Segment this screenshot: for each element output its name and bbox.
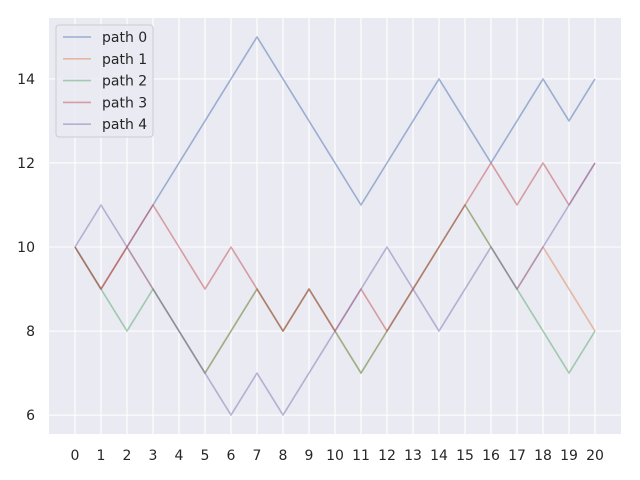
legend-label: path 2 [102,74,147,90]
x-tick-label: 6 [227,448,236,464]
x-tick-label: 16 [482,448,500,464]
x-tick-label: 11 [352,448,370,464]
legend-label: path 0 [102,30,147,46]
x-tick-label: 4 [175,448,184,464]
legend: path 0 path 1 path 2 path 3 path 4 [55,24,154,138]
x-tick-label: 20 [586,448,604,464]
x-tick-label: 2 [123,448,132,464]
x-tick-label: 3 [149,448,158,464]
x-tick-label: 12 [378,448,396,464]
x-tick-label: 14 [430,448,448,464]
y-tick-label: 8 [26,324,35,340]
series-layer [74,36,596,416]
y-tick-label: 10 [17,240,35,256]
series-line-path-4 [74,162,596,416]
legend-box [55,24,154,138]
y-axis-ticks: 6 8 10 12 14 [17,72,35,424]
x-tick-label: 18 [534,448,552,464]
x-tick-label: 0 [71,448,80,464]
x-tick-label: 17 [508,448,526,464]
y-tick-label: 14 [17,72,35,88]
x-tick-label: 19 [560,448,578,464]
y-tick-label: 12 [17,156,35,172]
x-tick-label: 13 [404,448,422,464]
x-tick-label: 5 [201,448,210,464]
x-tick-label: 9 [305,448,314,464]
legend-label: path 1 [102,52,147,68]
x-tick-label: 1 [97,448,106,464]
x-tick-label: 7 [253,448,262,464]
x-tick-label: 15 [456,448,474,464]
y-tick-label: 6 [26,408,35,424]
x-tick-label: 10 [326,448,344,464]
legend-label: path 4 [102,117,147,133]
x-axis-ticks: 0 1 2 3 4 5 6 7 8 9 10 11 12 13 14 15 16 17 18 19 20 [71,448,604,464]
x-tick-label: 8 [279,448,288,464]
series-line-path-0 [74,36,596,290]
legend-label: path 3 [102,95,147,111]
